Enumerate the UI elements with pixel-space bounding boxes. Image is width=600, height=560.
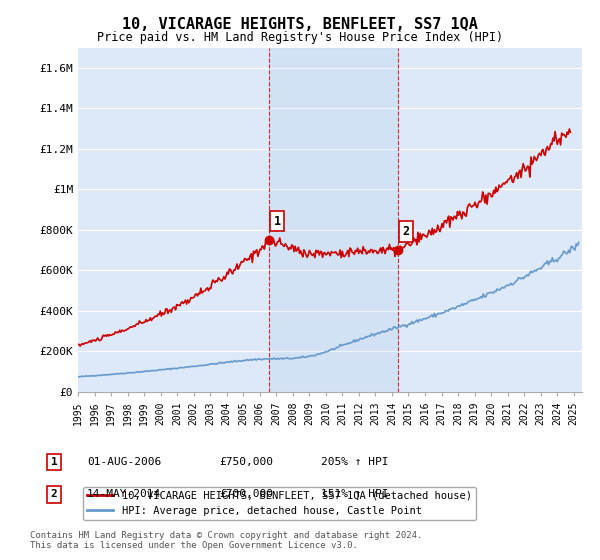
Text: 205% ↑ HPI: 205% ↑ HPI xyxy=(321,457,389,467)
Text: £750,000: £750,000 xyxy=(219,457,273,467)
Text: 1: 1 xyxy=(274,215,281,228)
Text: 14-MAY-2014: 14-MAY-2014 xyxy=(87,489,161,500)
Bar xyxy=(269,48,398,392)
Legend: 10, VICARAGE HEIGHTS, BENFLEET, SS7 1QA (detached house), HPI: Average price, de: 10, VICARAGE HEIGHTS, BENFLEET, SS7 1QA … xyxy=(83,487,476,520)
Text: £700,000: £700,000 xyxy=(219,489,273,500)
Text: Contains HM Land Registry data © Crown copyright and database right 2024.
This d: Contains HM Land Registry data © Crown c… xyxy=(30,530,422,550)
Text: 2: 2 xyxy=(50,489,58,500)
Text: 2: 2 xyxy=(402,225,409,238)
Text: 01-AUG-2006: 01-AUG-2006 xyxy=(87,457,161,467)
Text: 10, VICARAGE HEIGHTS, BENFLEET, SS7 1QA: 10, VICARAGE HEIGHTS, BENFLEET, SS7 1QA xyxy=(122,17,478,32)
Text: Price paid vs. HM Land Registry's House Price Index (HPI): Price paid vs. HM Land Registry's House … xyxy=(97,31,503,44)
Text: 1: 1 xyxy=(50,457,58,467)
Text: 151% ↑ HPI: 151% ↑ HPI xyxy=(321,489,389,500)
